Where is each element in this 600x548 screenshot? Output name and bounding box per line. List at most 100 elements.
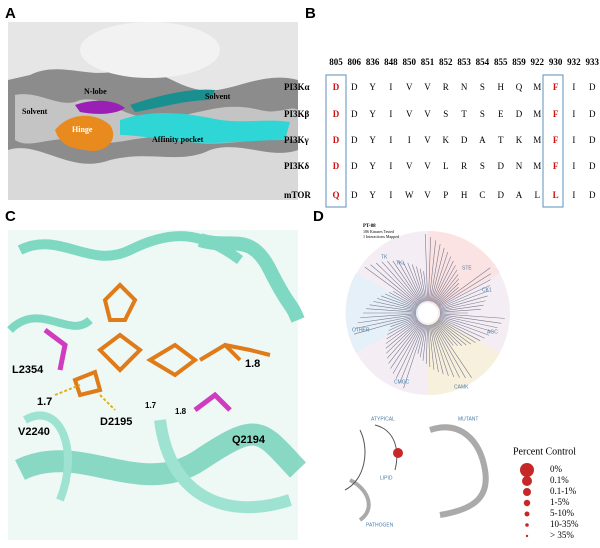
legend-marker [525,534,529,538]
tree-branch [435,322,454,346]
tree-branch [397,260,423,303]
tree-branch [428,324,431,367]
tree-branch [375,262,420,305]
cell: I [389,161,392,171]
cell: K [516,135,523,145]
surface-render [8,22,298,200]
annotation: Q2194 [232,434,266,446]
cell: D [497,161,504,171]
legend-label: 0.1% [550,475,569,485]
tree-branch [430,324,444,375]
column-header: 930 [549,57,563,67]
tree-branch [432,260,454,303]
cell: D [333,161,340,171]
tree-branch [439,314,502,324]
cell: T [461,109,467,119]
tree-branch [386,321,421,359]
cell: Y [369,109,376,119]
tree-branch [438,285,491,309]
annotation: D2195 [100,416,132,428]
tree-branch [431,324,449,376]
tree-branch [388,322,421,364]
tree-branch [428,240,436,302]
tree-branch [439,304,484,312]
column-header: 850 [402,57,416,67]
highlight-box [542,74,564,208]
cell: D [589,161,596,171]
group-label: LIPID [380,475,393,481]
cell: T [498,135,504,145]
column-header: 854 [476,57,490,67]
tree-branch [438,273,491,307]
annotation: Solvent [22,107,48,116]
legend-label: 10-35% [550,519,579,529]
legend-title: Percent Control [513,446,576,457]
column-header: 859 [512,57,526,67]
panel-label: D [313,208,324,225]
cell: V [424,190,431,200]
cell: M [533,82,541,92]
legend-marker [520,463,534,477]
tree-branch [422,324,428,361]
row-label: PI3Kδ [284,161,310,171]
cell: V [406,109,413,119]
group-label: TK [381,254,388,260]
tree-branch [439,316,490,336]
tree-branch [386,319,418,340]
cell: Y [369,161,376,171]
tree-branch [439,290,490,310]
tree-branch [431,252,449,302]
legend-label: > 35% [550,530,574,540]
column-header: 853 [457,57,471,67]
cell: D [589,109,596,119]
annotation: 1.8 [245,358,260,370]
tree-branch [432,324,455,378]
group-label: CMGC [394,379,410,385]
tree-branch [402,261,424,303]
cell: V [424,135,431,145]
column-header: 932 [567,57,581,67]
tree-branch [436,282,460,305]
column-header: 806 [348,57,362,67]
tree-branch [439,315,498,329]
tree-branch [434,269,458,304]
tree-branch [390,316,417,327]
tree-branch [387,260,421,304]
tree-branch [438,318,481,341]
cell: I [572,82,575,92]
legend-label: 0.1-1% [550,486,577,496]
annotation: Affinity pocket [152,135,204,144]
cell: S [480,109,485,119]
cell: D [351,82,358,92]
tree-branch [370,264,420,306]
tree-branch [364,266,419,307]
tree-branch [437,319,472,345]
cell: A [516,190,523,200]
tree-branch [384,293,418,309]
tree-branch [435,321,458,346]
tree-branch [436,320,467,346]
cell: D [589,190,596,200]
group-label: MUTANT [458,416,478,422]
legend-marker [524,511,530,517]
cell: V [424,161,431,171]
tree-branch [355,315,417,329]
tree-branch [435,274,459,304]
tree-branch [390,322,422,369]
cell: D [516,109,523,119]
tree-branch [395,323,424,379]
annotation: 1.7 [145,401,157,410]
tree-branch [386,321,420,354]
subtitle: 186 Kinases Tested [363,229,394,234]
cell: I [572,190,575,200]
cell: D [351,135,358,145]
cell: V [406,82,413,92]
cell: W [405,190,414,200]
cell: F [553,135,559,145]
tree-branch [419,324,427,358]
tree-branch [433,265,456,303]
tree-branch [430,247,445,302]
column-header: 855 [494,57,508,67]
cell: E [498,109,504,119]
